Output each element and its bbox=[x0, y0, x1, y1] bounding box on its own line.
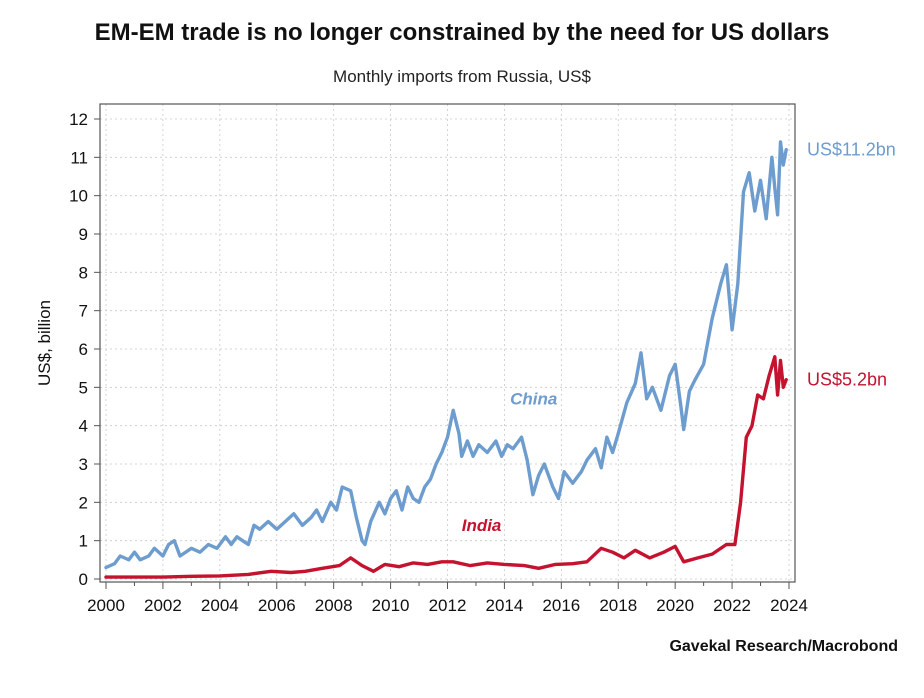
x-tick-label: 2014 bbox=[486, 596, 524, 615]
source-credit: Gavekal Research/Macrobond bbox=[669, 638, 898, 655]
india-end-value-label: US$5.2bn bbox=[807, 370, 887, 390]
x-tick-label: 2004 bbox=[201, 596, 239, 615]
china-end-value-label: US$11.2bn bbox=[807, 140, 896, 160]
y-tick-label: 7 bbox=[79, 302, 88, 321]
india-series-line bbox=[104, 355, 788, 579]
india-series-label: India bbox=[462, 516, 502, 535]
china-series-label: China bbox=[510, 390, 557, 409]
chart-subtitle: Monthly imports from Russia, US$ bbox=[333, 67, 591, 86]
y-tick-label: 2 bbox=[79, 493, 88, 512]
x-axis: 2000 2002 2004 2006 2008 2010 2012 2014 2016 2018… bbox=[87, 582, 808, 615]
x-tick-label: 2016 bbox=[542, 596, 580, 615]
x-tick-label: 2006 bbox=[258, 596, 296, 615]
y-axis-title: US$, billion bbox=[35, 300, 54, 386]
chart-title: EM-EM trade is no longer constrained by … bbox=[95, 19, 830, 46]
y-tick-label: 5 bbox=[79, 378, 88, 397]
x-tick-label: 2000 bbox=[87, 596, 125, 615]
x-tick-label: 2008 bbox=[315, 596, 353, 615]
x-tick-label: 2020 bbox=[656, 596, 694, 615]
gridlines bbox=[100, 104, 795, 582]
y-tick-label: 6 bbox=[79, 340, 88, 359]
x-tick-label: 2018 bbox=[599, 596, 637, 615]
y-tick-label: 10 bbox=[69, 187, 88, 206]
y-tick-label: 9 bbox=[79, 225, 88, 244]
y-tick-label: 1 bbox=[79, 532, 88, 551]
y-tick-label: 0 bbox=[79, 570, 88, 589]
x-tick-label: 2024 bbox=[770, 596, 808, 615]
y-tick-label: 4 bbox=[79, 417, 88, 436]
series-layer bbox=[104, 140, 788, 579]
x-tick-label: 2002 bbox=[144, 596, 182, 615]
china-series-line bbox=[104, 140, 788, 570]
y-tick-label: 11 bbox=[70, 148, 88, 167]
y-tick-label: 12 bbox=[69, 110, 88, 129]
y-tick-label: 8 bbox=[79, 263, 88, 282]
x-tick-label: 2010 bbox=[372, 596, 410, 615]
x-tick-label: 2012 bbox=[429, 596, 467, 615]
y-tick-label: 3 bbox=[79, 455, 88, 474]
x-tick-label: 2022 bbox=[713, 596, 751, 615]
